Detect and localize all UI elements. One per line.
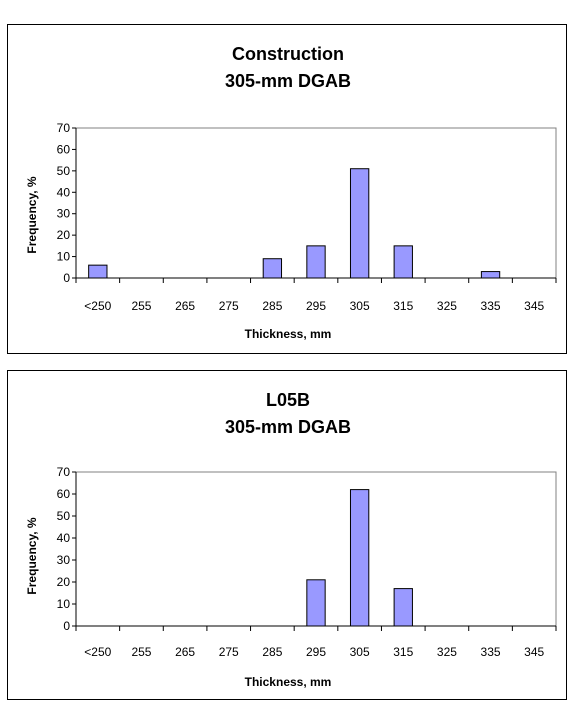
- y-tick-label: 40: [57, 531, 71, 545]
- y-tick-label: 10: [57, 597, 71, 611]
- x-tick-label: 345: [524, 299, 544, 313]
- x-tick-label: 335: [481, 645, 501, 659]
- x-tick-label: 285: [262, 645, 282, 659]
- x-tick-label: <250: [84, 299, 111, 313]
- bar: [88, 264, 108, 279]
- y-tick-label: 10: [57, 250, 71, 264]
- x-tick-label: 285: [262, 299, 282, 313]
- x-tick-label: <250: [84, 645, 111, 659]
- chart-subtitle: 305-mm DGAB: [225, 417, 351, 437]
- y-tick-label: 60: [57, 487, 71, 501]
- x-axis-label: Thickness, mm: [245, 327, 332, 341]
- y-axis-label: Frequency, %: [25, 517, 39, 594]
- x-axis-label: Thickness, mm: [245, 675, 332, 689]
- x-tick-label: 255: [131, 645, 151, 659]
- bar: [393, 588, 413, 627]
- bar: [393, 245, 413, 279]
- chart-svg: Construction 305-mm DGAB Thickness, mm F…: [25, 44, 557, 341]
- y-tick-label: 30: [57, 207, 71, 221]
- x-tick-label: 275: [219, 645, 239, 659]
- x-tick-label: 315: [393, 645, 413, 659]
- x-tick-label: 305: [350, 299, 370, 313]
- bar: [349, 168, 370, 279]
- bar: [480, 271, 501, 279]
- y-tick-label: 20: [57, 228, 71, 242]
- x-tick-label: 295: [306, 299, 326, 313]
- bar: [306, 579, 326, 627]
- x-tick-label: 325: [437, 299, 457, 313]
- x-tick-label: 295: [306, 645, 326, 659]
- x-tick-label: 345: [524, 645, 544, 659]
- chart-title: L05B: [266, 390, 310, 410]
- y-tick-label: 40: [57, 185, 71, 199]
- y-tick-label: 70: [57, 121, 71, 135]
- y-tick-label: 70: [57, 465, 71, 479]
- chart-panel-construction: Construction 305-mm DGAB Thickness, mm F…: [7, 24, 567, 354]
- x-tick-label: 275: [219, 299, 239, 313]
- bar: [262, 258, 283, 279]
- chart-panel-l05b: L05B 305-mm DGAB Thickness, mm Frequency…: [7, 370, 567, 700]
- chart-svg: L05B 305-mm DGAB Thickness, mm Frequency…: [25, 390, 557, 689]
- x-tick-label: 265: [175, 645, 195, 659]
- y-tick-label: 0: [63, 619, 70, 633]
- y-tick-label: 60: [57, 142, 71, 156]
- y-axis-label: Frequency, %: [25, 176, 39, 253]
- y-tick-label: 20: [57, 575, 71, 589]
- y-tick-label: 30: [57, 553, 71, 567]
- x-tick-label: 325: [437, 645, 457, 659]
- y-tick-label: 0: [63, 271, 70, 285]
- x-tick-label: 255: [131, 299, 151, 313]
- bar: [306, 245, 326, 279]
- bar: [349, 489, 370, 627]
- x-tick-label: 305: [350, 645, 370, 659]
- y-tick-label: 50: [57, 164, 71, 178]
- chart-title: Construction: [232, 44, 344, 64]
- plot-area: 0 10 20 30 40 50 60 70 <250 255 265 275 285 295 305 315…: [57, 121, 557, 313]
- x-tick-label: 265: [175, 299, 195, 313]
- y-tick-label: 50: [57, 509, 71, 523]
- chart-subtitle: 305-mm DGAB: [225, 71, 351, 91]
- plot-area: 0 10 20 30 40 50 60 70 <250 255 265 275 285 295 305 315…: [57, 465, 557, 659]
- x-tick-label: 315: [393, 299, 413, 313]
- x-tick-label: 335: [481, 299, 501, 313]
